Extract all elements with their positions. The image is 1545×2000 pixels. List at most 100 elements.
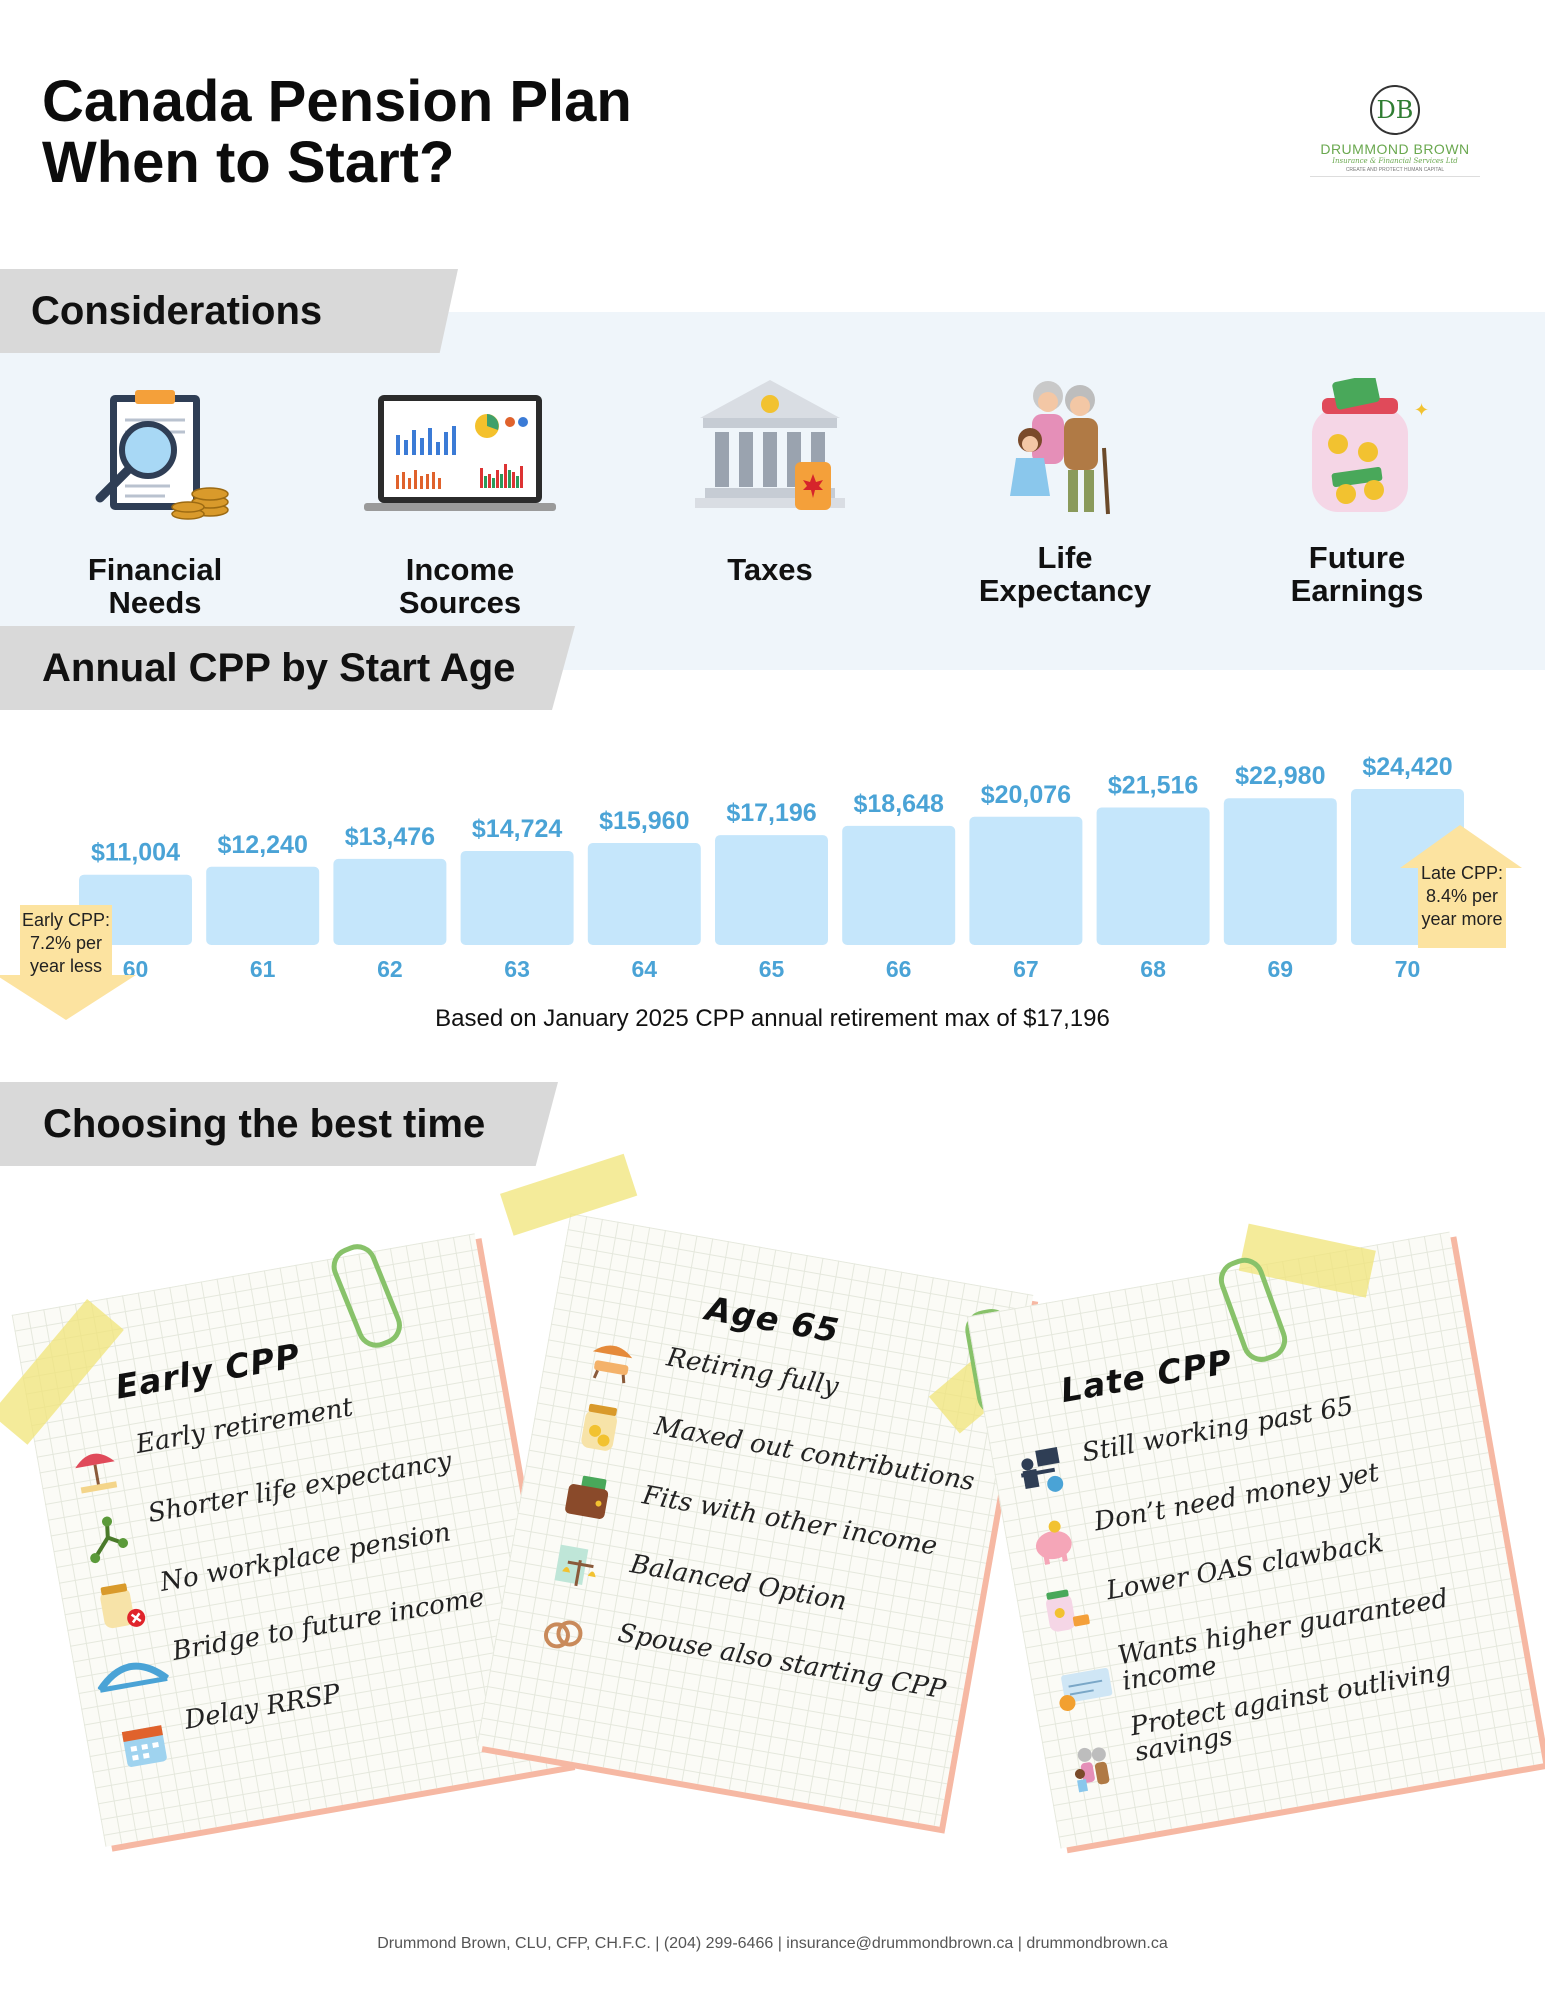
consideration-financial-needs: Financial Needs	[50, 390, 260, 620]
consideration-income-sources: Income Sources	[355, 390, 565, 620]
consideration-label-text: Taxes	[727, 552, 813, 587]
logo-subtitle: Insurance & Financial Services Ltd	[1332, 157, 1458, 165]
x-tick-label: 68	[1140, 956, 1166, 982]
bar-value-label: $22,980	[1235, 762, 1325, 790]
labels-layer: $11,004 $12,240 $13,476 $14,724 $15,960 $17,1…	[91, 753, 1453, 867]
svg-text:✦: ✦	[1414, 400, 1429, 421]
consideration-label: Financial Needs	[50, 553, 260, 620]
bar-age-63	[460, 850, 574, 945]
full-jar-icon	[581, 1403, 617, 1451]
x-tick-label: 64	[632, 956, 658, 982]
bar-age-61	[206, 866, 320, 945]
x-tick-label: 66	[886, 956, 912, 982]
card-item: Bridge to future income	[170, 1582, 487, 1667]
card-title: Early CPP	[112, 1335, 304, 1407]
card-item: Early retirement	[133, 1392, 356, 1461]
card-item: Shorter life expectancy	[145, 1446, 454, 1529]
early-cpp-card: Early CPP Early retirement Shorter life …	[0, 1233, 569, 1847]
empty-jar-icon	[100, 1583, 146, 1629]
up-arrow-shape	[1400, 825, 1522, 948]
bar-age-67	[969, 816, 1083, 945]
down-arrow-shape	[0, 905, 136, 1020]
page-title: Canada Pension Plan When to Start?	[42, 71, 632, 195]
consideration-future-earnings: ✦ Future Earnings	[1252, 374, 1462, 608]
bar-value-label: $21,516	[1108, 772, 1198, 800]
bar-age-64	[587, 843, 701, 945]
consideration-taxes: Taxes	[665, 380, 875, 586]
early-cpp-callout: Early CPP: 7.2% per year less	[0, 905, 136, 1020]
x-tick-label: 70	[1395, 956, 1421, 982]
bar-age-65	[715, 835, 828, 945]
beach-chair-icon	[592, 1345, 633, 1384]
paperclip-icon	[325, 1238, 408, 1354]
consideration-label-text: Financial Needs	[87, 552, 223, 621]
bar-value-label: $14,724	[472, 815, 562, 843]
consideration-label-text: Life Expectancy	[978, 540, 1152, 609]
late-cpp-card: Late CPP Still working past 65 Don’t nee…	[966, 1223, 1544, 1849]
considerations-heading-text: Considerations	[31, 288, 323, 333]
early-note-line-2: 7.2% per	[30, 933, 102, 953]
age-65-card: Age 65 Retiring fully Maxed out contribu…	[476, 1153, 1060, 1827]
grandparents-icon	[1010, 381, 1110, 515]
card-item: Don’t need money yet	[1091, 1457, 1382, 1538]
consideration-label: Income Sources	[355, 553, 565, 620]
bar-value-label: $11,004	[91, 839, 180, 867]
consideration-label: Future Earnings	[1252, 541, 1462, 608]
card-item: Fits with other income	[640, 1480, 940, 1562]
bar-value-label: $15,960	[599, 807, 689, 835]
bar-age-69	[1223, 798, 1337, 945]
card-item: Maxed out contributions	[652, 1411, 977, 1498]
rings-icon	[543, 1620, 583, 1649]
family-icon	[1074, 1747, 1110, 1793]
laptop-charts-icon	[364, 395, 556, 511]
card-item: Balanced Option	[627, 1549, 849, 1617]
consideration-label-text: Income Sources	[398, 552, 522, 621]
title-line-2: When to Start?	[42, 129, 455, 195]
money-jar-icon: ✦	[1312, 374, 1429, 512]
beach-icon	[75, 1453, 118, 1494]
worker-icon	[1020, 1446, 1064, 1492]
card-item: No workplace pension	[157, 1517, 453, 1598]
x-tick-label: 62	[377, 956, 403, 982]
piggy-bank-icon	[1035, 1520, 1072, 1565]
x-tick-label: 65	[759, 956, 785, 982]
x-tick-label: 69	[1268, 956, 1294, 982]
x-tick-label: 63	[504, 956, 530, 982]
logo-name: DRUMMOND BROWN	[1320, 141, 1470, 157]
bar-value-label: $13,476	[345, 823, 435, 851]
calendar-icon	[121, 1725, 167, 1767]
bridge-icon	[97, 1662, 170, 1693]
chart-footnote: Based on January 2025 CPP annual retirem…	[435, 1005, 1110, 1032]
choosing-heading-text: Choosing the best time	[43, 1101, 486, 1146]
card-item: Still working past 65	[1079, 1391, 1356, 1469]
late-note-line-3: year more	[1421, 909, 1502, 929]
chart-section-heading-text: Annual CPP by Start Age	[42, 645, 516, 690]
card-item: Delay RRSP	[182, 1678, 343, 1736]
bar-age-66	[842, 825, 956, 945]
chart-section-heading: Annual CPP by Start Age	[0, 626, 575, 710]
late-cpp-callout: Late CPP: 8.4% per year more	[1400, 825, 1522, 948]
card-item: Spouse also starting CPP	[615, 1618, 948, 1706]
card-title: Age 65	[702, 1288, 843, 1351]
logo-tagline: CREATE AND PROTECT HUMAN CAPITAL	[1310, 167, 1480, 177]
x-tick-label: 67	[1013, 956, 1039, 982]
card-title: Late CPP	[1057, 1341, 1236, 1411]
government-building-icon	[695, 380, 845, 510]
logo-mark-text: DB	[1376, 96, 1414, 124]
bar-value-label: $20,076	[981, 781, 1071, 809]
card-item: Retiring fully	[664, 1342, 841, 1403]
company-logo: DB DRUMMOND BROWN Insurance & Financial …	[1310, 85, 1480, 185]
bar-age-68	[1096, 807, 1210, 945]
scale-icon	[554, 1544, 596, 1587]
late-note-line-2: 8.4% per	[1426, 886, 1498, 906]
cheque-icon	[1059, 1667, 1113, 1712]
consideration-label-text: Future Earnings	[1290, 540, 1424, 609]
logo-mark-icon: DB	[1370, 85, 1420, 135]
choosing-heading: Choosing the best time	[0, 1082, 558, 1166]
bar-value-label: $24,420	[1362, 753, 1452, 781]
bar-value-label: $17,196	[726, 799, 816, 827]
consideration-life-expectancy: Life Expectancy	[960, 378, 1170, 608]
early-note-line-1: Early CPP:	[22, 910, 110, 930]
early-note-line-3: year less	[30, 956, 102, 976]
bar-value-label: $18,648	[854, 790, 944, 818]
